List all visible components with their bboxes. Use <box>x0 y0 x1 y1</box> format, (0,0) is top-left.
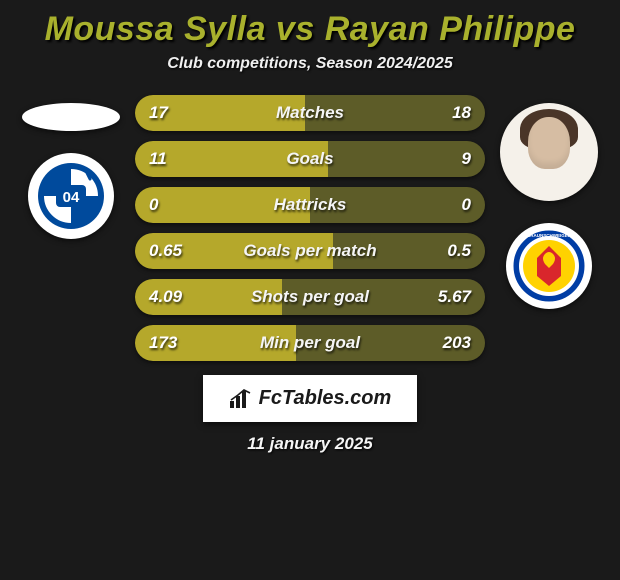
stat-row: 0.65Goals per match0.5 <box>135 233 485 269</box>
stat-label: Shots per goal <box>135 279 485 315</box>
stat-row: 4.09Shots per goal5.67 <box>135 279 485 315</box>
stat-row: 0Hattricks0 <box>135 187 485 223</box>
stats-column: 17Matches18 11Goals9 0Hattricks0 0.65Goals … <box>135 95 485 361</box>
comparison-card: Moussa Sylla vs Rayan Philippe Club comp… <box>0 0 620 454</box>
subtitle: Club competitions, Season 2024/2025 <box>5 55 615 73</box>
snapshot-date: 11 january 2025 <box>247 434 372 454</box>
stat-value-right: 0.5 <box>447 233 471 269</box>
brand-text: FcTables.com <box>259 387 392 410</box>
page-title: Moussa Sylla vs Rayan Philippe <box>5 10 615 49</box>
bars-icon <box>229 389 253 409</box>
schalke-badge-icon: 04 <box>36 161 106 231</box>
stat-value-right: 9 <box>462 141 471 177</box>
stat-label: Hattricks <box>135 187 485 223</box>
left-side: 04 <box>15 95 127 239</box>
stat-value-right: 5.67 <box>438 279 471 315</box>
player-photo-left <box>22 103 120 131</box>
stat-row: 17Matches18 <box>135 95 485 131</box>
player-photo-right <box>500 103 598 201</box>
footer: FcTables.com 11 january 2025 <box>5 375 615 454</box>
braunschweig-badge-icon: BRAUNSCHWEIGER <box>511 228 587 304</box>
stat-label: Goals per match <box>135 233 485 269</box>
stat-value-right: 203 <box>443 325 471 361</box>
svg-text:BRAUNSCHWEIGER: BRAUNSCHWEIGER <box>527 233 572 238</box>
club-logo-right: BRAUNSCHWEIGER <box>506 223 592 309</box>
stat-label: Matches <box>135 95 485 131</box>
club-logo-left: 04 <box>28 153 114 239</box>
stat-label: Goals <box>135 141 485 177</box>
stat-row: 173Min per goal203 <box>135 325 485 361</box>
stat-label: Min per goal <box>135 325 485 361</box>
stat-row: 11Goals9 <box>135 141 485 177</box>
svg-text:04: 04 <box>63 189 80 206</box>
right-side: BRAUNSCHWEIGER <box>493 95 605 309</box>
main-content: 04 17Matches18 11Goals9 0Hattricks0 0.65Goa… <box>5 95 615 361</box>
brand-box[interactable]: FcTables.com <box>203 375 418 422</box>
stat-value-right: 0 <box>462 187 471 223</box>
stat-value-right: 18 <box>452 95 471 131</box>
